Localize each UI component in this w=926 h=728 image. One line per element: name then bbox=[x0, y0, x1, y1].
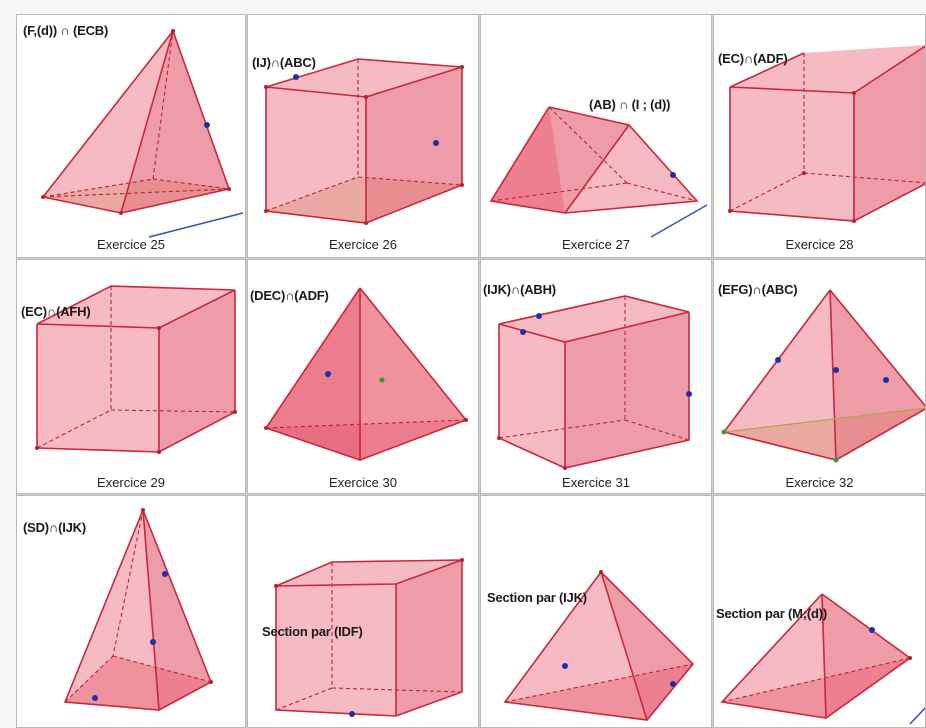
exercise-grid: (F,(d)) ∩ (ECB) Exercice 25 (IJ)∩(ABC) E… bbox=[16, 14, 926, 728]
exercise-title: Section par (IDF) bbox=[262, 624, 363, 639]
exercise-caption: Exercice 27 bbox=[562, 237, 630, 252]
exercise-card-25: (F,(d)) ∩ (ECB) Exercice 25 bbox=[16, 14, 246, 258]
exercise-title: (SD)∩(IJK) bbox=[23, 520, 86, 535]
exercise-title: (EFG)∩(ABC) bbox=[718, 282, 798, 297]
exercise-title: (IJK)∩(ABH) bbox=[483, 282, 556, 297]
pyramid-figure bbox=[264, 287, 468, 461]
exercise-caption: Exercice 31 bbox=[562, 475, 630, 490]
exercise-card-30: (DEC)∩(ADF) Exercice 30 bbox=[247, 259, 479, 494]
cube-figure bbox=[497, 295, 692, 470]
tetrahedron-figure bbox=[721, 289, 925, 463]
exercise-card-34: Section par (IDF) bbox=[247, 495, 479, 728]
exercise-title: Section par (M;(d)) bbox=[716, 606, 828, 621]
exercise-card-31: (IJK)∩(ABH) Exercice 31 bbox=[480, 259, 712, 494]
pyramid-figure bbox=[503, 570, 695, 721]
exercise-caption: Exercice 26 bbox=[329, 237, 397, 252]
pyramid-figure bbox=[63, 508, 213, 711]
exercise-card-35: Section par (IJK) bbox=[480, 495, 712, 728]
exercise-title: Section par (IJK) bbox=[487, 590, 587, 605]
exercise-card-33: (SD)∩(IJK) bbox=[16, 495, 246, 728]
exercise-caption: Exercice 29 bbox=[97, 475, 165, 490]
pyramid-figure bbox=[720, 593, 925, 725]
exercise-caption: Exercice 32 bbox=[785, 475, 854, 490]
exercise-card-28: (EC)∩(ADF) Exercice 28 bbox=[713, 14, 926, 258]
exercise-card-36: Section par (M;(d)) bbox=[713, 495, 926, 728]
exercise-title: (AB) ∩ (I ; (d)) bbox=[589, 97, 671, 112]
exercise-caption: Exercice 28 bbox=[785, 237, 854, 252]
exercise-title: (DEC)∩(ADF) bbox=[250, 288, 329, 303]
exercise-title: (EC)∩(ADF) bbox=[718, 51, 788, 66]
cube-figure bbox=[274, 558, 464, 717]
exercise-caption: Exercice 25 bbox=[97, 237, 165, 252]
prism-figure bbox=[489, 106, 708, 238]
exercise-title: (F,(d)) ∩ (ECB) bbox=[23, 23, 109, 38]
cube-figure bbox=[35, 285, 237, 454]
cube-figure bbox=[728, 45, 925, 223]
exercise-card-26: (IJ)∩(ABC) Exercice 26 bbox=[247, 14, 479, 258]
exercise-title: (EC)∩(AFH) bbox=[21, 304, 91, 319]
exercise-card-27: (AB) ∩ (I ; (d)) Exercice 27 bbox=[480, 14, 712, 258]
tetrahedron-figure bbox=[41, 29, 244, 238]
exercise-card-29: (EC)∩(AFH) Exercice 29 bbox=[16, 259, 246, 494]
exercise-card-32: (EFG)∩(ABC) Exercice 32 bbox=[713, 259, 926, 494]
exercise-title: (IJ)∩(ABC) bbox=[252, 55, 316, 70]
exercise-caption: Exercice 30 bbox=[329, 475, 397, 490]
cube-figure bbox=[264, 58, 464, 225]
